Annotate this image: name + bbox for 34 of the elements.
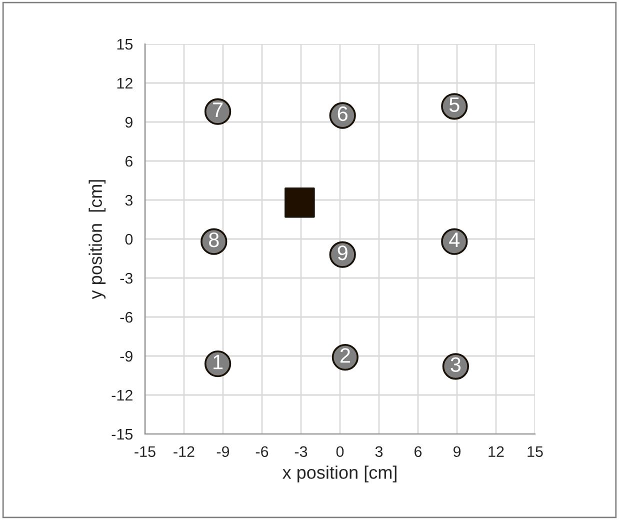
x-tick-label: 12 [488,446,504,457]
x-tick-label: -12 [174,446,194,457]
annotation: 7 [213,102,223,117]
annotation: 1 [214,354,223,370]
y-tick-label: 15 [117,39,133,50]
y-tick-label: 12 [117,78,132,89]
y-tick-label: -6 [120,312,133,323]
y-axis-title: y position [cm] [88,180,106,300]
y-tick-label: 6 [125,156,133,167]
x-tick-label: -6 [256,446,268,458]
y-tick-label: -15 [112,429,133,440]
x-axis-title: x position [cm] [282,466,396,482]
annotation: 8 [209,232,219,248]
x-tick-label: -15 [134,446,156,458]
x-tick-label: 15 [528,446,543,458]
annotation: 9 [338,245,348,260]
x-tick-label: 3 [375,446,383,458]
annotation: 6 [338,106,348,122]
x-tick-label: -9 [216,446,230,458]
x-tick-label: 0 [336,446,344,458]
y-tick-label: 0 [125,234,133,245]
y-tick-label: -12 [112,390,132,401]
y-tick-label: -3 [120,272,133,284]
annotation: 2 [340,348,350,363]
y-tick-label: 9 [125,116,132,128]
y-tick-label: -9 [120,350,132,362]
x-tick-label: 9 [453,446,461,458]
annotation: 4 [449,232,460,247]
x-tick-label: -3 [294,446,308,458]
y-tick-label: 3 [125,194,133,206]
point [284,187,315,218]
annotation: 5 [449,97,460,112]
annotation: 3 [450,357,461,372]
x-tick-label: 6 [414,446,422,458]
